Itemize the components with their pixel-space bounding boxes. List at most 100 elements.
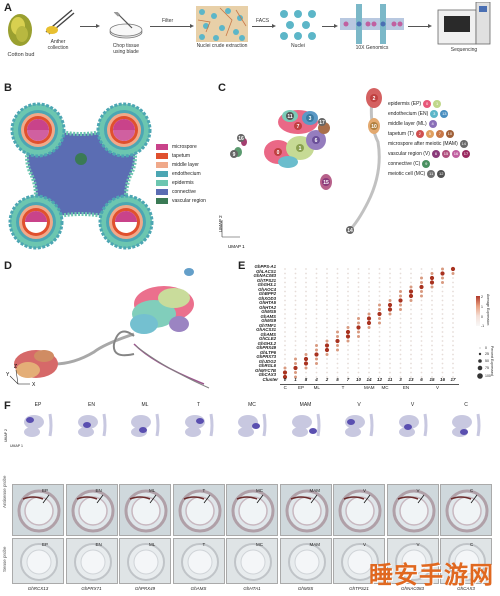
legend-item-tapetum: tapetum xyxy=(156,153,190,159)
plot-label-17: 17 xyxy=(319,120,325,126)
antisense-micrograph xyxy=(226,484,278,536)
cluster-number: 8 xyxy=(304,377,308,382)
dot-mark xyxy=(294,344,297,347)
micrograph-label: MAM xyxy=(309,488,321,493)
dot-mark xyxy=(389,335,391,338)
dot-mark xyxy=(420,276,423,280)
dot-mark xyxy=(294,331,297,333)
cluster-group-label: MAM xyxy=(364,384,375,390)
locule-top-right xyxy=(96,102,152,158)
f-mini-umap xyxy=(181,410,219,444)
dot-mark xyxy=(282,370,288,375)
dot-mark xyxy=(431,308,433,311)
antisense-micrograph xyxy=(386,484,439,536)
dot-mark xyxy=(431,335,433,338)
dot-mark xyxy=(326,371,328,374)
f-column-title: EN xyxy=(88,402,95,408)
dot-mark xyxy=(451,272,455,275)
dot-mark xyxy=(398,298,403,303)
gene-label: GhJDG2 xyxy=(258,358,276,364)
dot-mark xyxy=(315,322,318,324)
f-column-title: EP xyxy=(34,402,42,408)
plot-label-10: 10 xyxy=(371,124,377,130)
dot-mark xyxy=(336,299,339,302)
dot-mark xyxy=(420,367,423,369)
legend-item-microspore: microspore xyxy=(156,144,197,150)
dot-mark xyxy=(367,326,371,329)
dot-mark xyxy=(410,344,412,347)
arrow-label-facs: FACS xyxy=(256,18,270,24)
dot-mark xyxy=(336,362,339,365)
gene-label: GhMS9 xyxy=(261,318,276,323)
dot-mark xyxy=(389,376,391,378)
gene-label: GhLTP6 xyxy=(259,349,276,355)
dot-mark xyxy=(452,344,454,347)
dot-mark xyxy=(420,268,423,270)
c-legend-meiotic: meiotic cell (MC) 11 12 xyxy=(388,170,446,178)
c-legend-epidermis: epidermis (EP) 0 1 xyxy=(388,100,442,108)
dot-mark xyxy=(336,348,339,352)
plot-label-14: 14 xyxy=(347,228,353,234)
dot-mark xyxy=(389,358,391,360)
dot-mark xyxy=(314,352,319,357)
dot-mark xyxy=(336,304,339,306)
dot-mark xyxy=(431,376,433,378)
dot-mark xyxy=(378,286,381,288)
c-legend-connective: connective (C) 9 xyxy=(388,160,431,168)
dot-mark xyxy=(431,367,433,369)
micrograph-label: MAM xyxy=(309,542,321,547)
dot-mark xyxy=(378,290,381,293)
f-gene-label: GhHTA1 xyxy=(243,586,261,591)
plot-label-0: 0 xyxy=(277,150,280,156)
dot-mark xyxy=(378,268,381,270)
dot-mark xyxy=(315,331,318,333)
dot-mark xyxy=(303,361,309,366)
micrograph-label: T xyxy=(202,542,206,547)
dot-mark xyxy=(410,281,412,284)
cluster-group-label: T xyxy=(322,384,364,390)
dot-mark xyxy=(452,304,454,306)
dot-mark xyxy=(399,349,402,351)
dot-mark xyxy=(389,344,391,347)
dot-mark xyxy=(368,308,370,311)
dot-mark xyxy=(441,362,444,365)
dot-mark xyxy=(441,353,444,356)
micrograph-label: EN xyxy=(95,488,102,493)
dot-mark xyxy=(441,299,444,302)
dot-mark xyxy=(420,358,423,360)
dot-mark xyxy=(315,348,318,352)
dot-mark xyxy=(336,358,339,360)
dot-mark xyxy=(420,308,423,311)
gene-label: GhAOC4 xyxy=(258,286,276,292)
panel-b-letter: B xyxy=(4,82,12,94)
dot-mark xyxy=(357,371,360,374)
dot-mark xyxy=(284,326,286,329)
dot-mark xyxy=(368,335,370,338)
dot-mark xyxy=(315,326,318,329)
dot-mark xyxy=(294,326,297,329)
dot-mark xyxy=(357,304,360,306)
dot-mark xyxy=(305,304,307,306)
gene-label: GhCAX3 xyxy=(258,372,276,377)
dot-mark xyxy=(431,358,433,360)
dot-mark xyxy=(410,331,412,333)
dot-mark xyxy=(389,340,391,342)
dot-mark xyxy=(336,286,339,288)
f-mini-umap xyxy=(448,410,486,444)
c-legend-endothecium: endothecium (EN) 3 13 xyxy=(388,110,449,118)
dot-mark xyxy=(377,311,382,317)
dot-mark xyxy=(441,281,444,284)
f-mini-umap xyxy=(74,410,112,444)
panel-e-letter: E xyxy=(238,260,246,272)
dot-mark xyxy=(284,290,286,293)
sense-micrograph xyxy=(279,538,332,584)
dot-mark xyxy=(326,362,328,365)
dot-mark xyxy=(378,371,381,374)
dot-mark xyxy=(315,371,318,374)
dot-mark xyxy=(452,326,454,329)
cluster-group-label: ML xyxy=(311,384,322,390)
dot-mark xyxy=(336,308,339,311)
dot-mark xyxy=(284,349,286,351)
f-column-title: C xyxy=(464,402,468,408)
legend-item-vascular-region: vascular region xyxy=(156,198,206,204)
